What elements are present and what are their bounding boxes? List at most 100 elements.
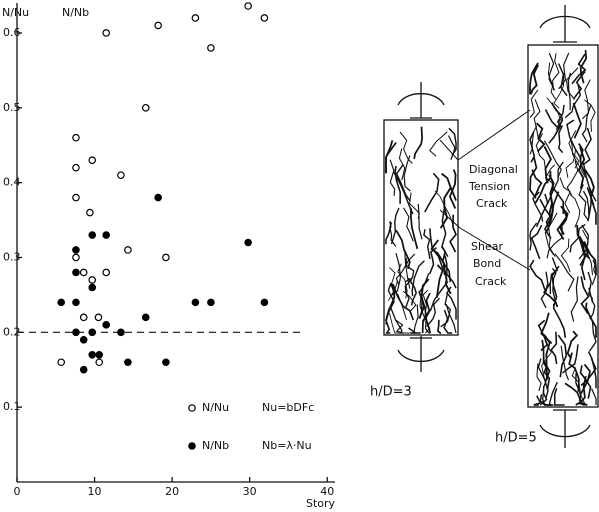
crack [403,155,411,192]
crack [422,289,429,322]
crack [560,238,571,273]
crack [529,156,538,199]
point [94,313,103,322]
y-tick-label: 0.4 [3,176,21,189]
crack [544,140,562,179]
y-tick-label: 0.6 [3,26,21,39]
point [207,44,215,52]
x-tick-label: 30 [243,485,257,498]
point [72,298,80,307]
crack [587,271,594,303]
crack [411,260,425,297]
crack [419,294,431,334]
crack [552,303,567,338]
point [88,283,97,292]
crack [529,131,536,163]
crack [565,149,576,178]
crack-label: Bond [473,257,501,270]
crack [539,198,553,240]
crack [577,146,586,189]
y-axis-label-2: N/Nb [62,6,89,19]
crack [417,203,423,240]
point [72,163,80,172]
crack [533,99,541,139]
crack [529,89,539,118]
crack-label: Diagonal [469,163,518,176]
crack [572,102,582,139]
point [191,14,200,22]
crack [435,264,444,298]
y-tick-label: 0.1 [3,400,21,413]
crack [404,251,411,289]
crack [568,130,580,169]
point [102,268,110,277]
crack [567,72,572,111]
crack [529,125,538,155]
crack [535,122,546,153]
crack [389,306,404,334]
crack [555,104,565,134]
crack [544,109,560,144]
point [72,268,80,277]
crack [413,126,423,160]
point [79,365,88,374]
point [154,21,162,30]
crack [537,319,549,352]
crack [557,334,568,378]
crack [557,125,564,154]
crack [395,229,411,270]
crack [587,188,592,222]
point [141,313,150,322]
x-tick-label: 0 [14,485,21,498]
crack [553,73,565,109]
crack [560,345,570,381]
crack [548,174,555,216]
crack [430,239,446,275]
legend-formula: Nu=bDFc [262,401,314,414]
crack [578,184,589,221]
point [88,231,97,239]
crack-label: Crack [475,275,507,288]
moment-arrows [397,82,445,372]
point [244,238,252,247]
crack [439,187,452,229]
point [141,103,150,112]
crack [591,388,597,405]
point [95,350,104,359]
crack [407,277,417,306]
crack [578,143,587,176]
point [102,231,110,239]
legend-marker [188,442,196,450]
column-label: h/D=3 [370,385,412,400]
crack-label: Tension [468,180,510,193]
point [79,268,88,277]
x-axis-label: Story [306,497,336,510]
point [86,208,94,217]
x-tick-label: 20 [165,485,179,498]
crack [565,67,579,100]
crack [591,259,597,286]
crack [535,193,549,228]
crack [581,79,591,120]
point [95,358,104,367]
point [154,193,162,202]
crack [424,172,440,213]
crack [448,127,457,156]
y-tick-label: 0.5 [3,101,21,114]
leader-lines [439,109,531,271]
crack [570,139,586,178]
crack [580,276,590,315]
column-diagram [383,5,599,448]
point [244,2,252,10]
point [88,276,97,284]
crack [580,358,597,386]
crack [389,222,397,247]
crack [535,133,547,173]
crack [566,160,579,196]
crack [421,292,431,334]
crack [534,170,552,204]
point [88,156,97,164]
crack [447,135,456,160]
crack [445,303,457,334]
point [88,350,97,359]
